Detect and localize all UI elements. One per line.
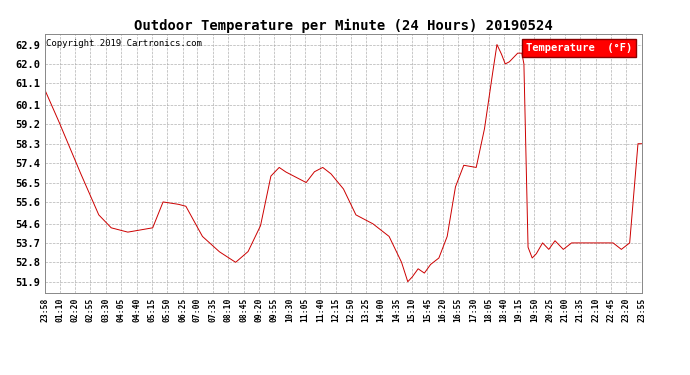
Legend: Temperature  (°F): Temperature (°F) bbox=[522, 39, 636, 57]
Text: Copyright 2019 Cartronics.com: Copyright 2019 Cartronics.com bbox=[46, 39, 202, 48]
Title: Outdoor Temperature per Minute (24 Hours) 20190524: Outdoor Temperature per Minute (24 Hours… bbox=[134, 18, 553, 33]
